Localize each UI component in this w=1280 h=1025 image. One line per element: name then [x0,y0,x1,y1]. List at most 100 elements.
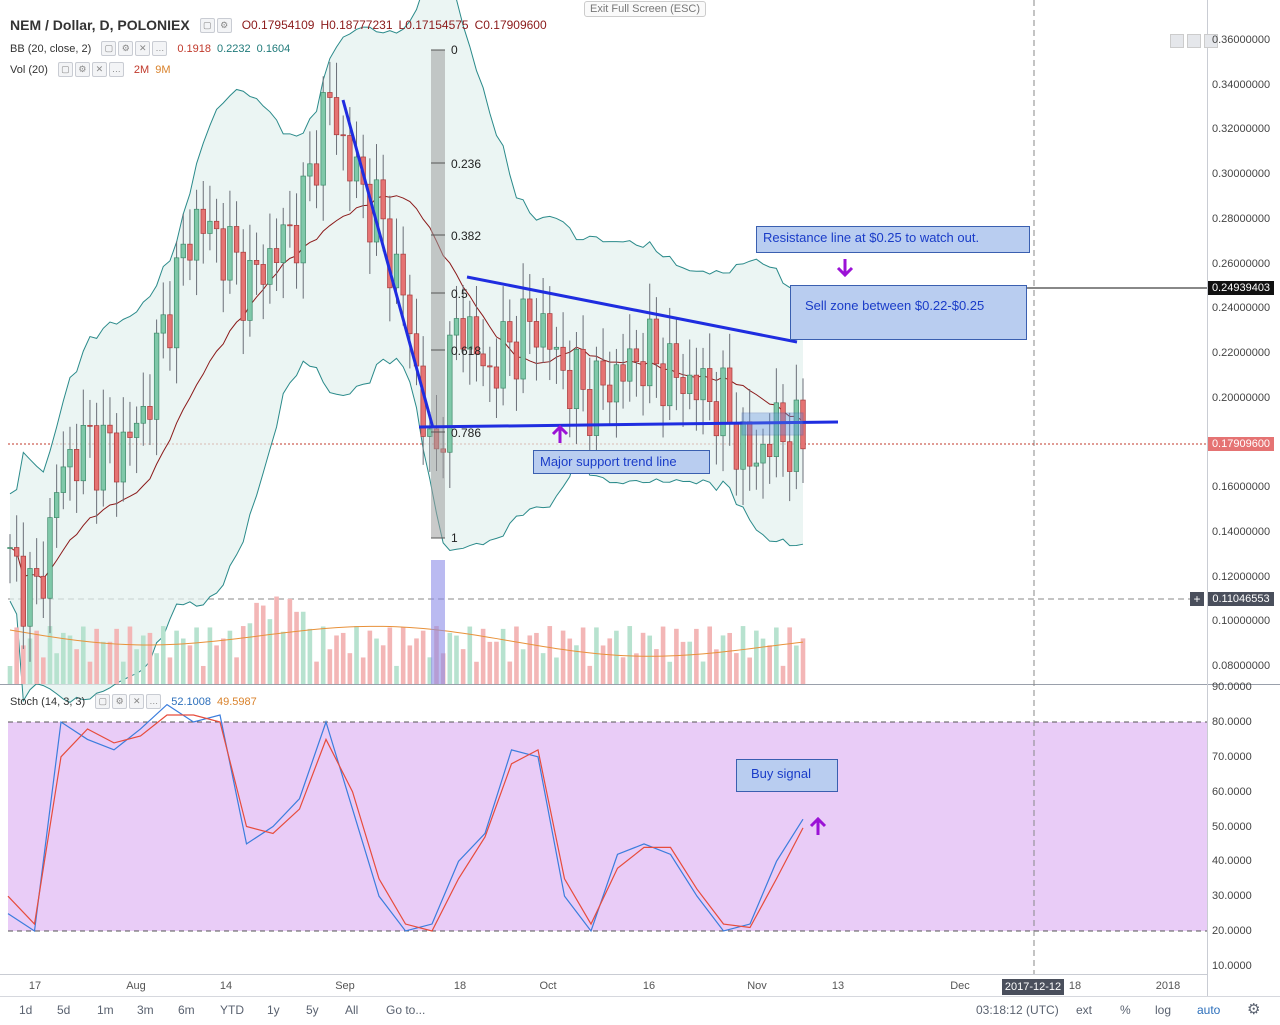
candle-body [307,163,313,177]
candle-body [273,248,280,263]
arrow-up-support [551,424,569,443]
range-1d[interactable]: 1d [19,1003,33,1017]
candle-body [280,224,286,263]
settings-gear-icon[interactable]: ⚙ [1247,1001,1261,1018]
ext-toggle[interactable]: ext [1076,1003,1093,1017]
volume-bar [454,635,459,684]
volume-bar [134,649,139,684]
goto-button[interactable]: Go to... [386,1003,426,1017]
range-3m[interactable]: 3m [137,1003,154,1017]
volume-bar [400,627,406,684]
range-1m[interactable]: 1m [97,1003,114,1017]
candle-body [667,343,673,407]
volume-bar [220,638,226,684]
volume-bar [594,627,599,684]
volume-bar [41,657,46,684]
price-tick: 0.10000000 [1212,615,1271,628]
volume-bar [347,653,353,684]
price-tick: 0.26000000 [1212,257,1271,270]
x-tick: Sep [335,980,355,992]
volume-bar [67,635,73,684]
candle-body [327,92,333,98]
symbol-legend-icons[interactable]: ▢ ⚙ [199,17,232,33]
x-tick: 14 [219,980,233,992]
ohlc-high: H0.18777231 [320,18,393,32]
candle-body [247,260,253,321]
candle-body [340,134,346,137]
volume-bar [374,638,379,684]
volume-bar [667,661,673,684]
volume-bar [634,653,639,684]
candle-body [220,228,226,281]
demand-zone [741,412,804,436]
volume-bar [620,657,626,684]
range-5y[interactable]: 5y [306,1003,319,1017]
candle-body [287,224,293,227]
stoch-tick: 80.0000 [1212,716,1252,728]
volume-bar [380,645,386,684]
support-note[interactable]: Major support trend line [533,450,710,474]
bb-legend-icons[interactable]: ▢ ⚙ ✕… [101,41,168,56]
candle-body [40,575,46,599]
candle-body [720,367,726,437]
range-all[interactable]: All [345,1003,359,1017]
volume-bar [180,638,186,684]
candles [7,61,806,662]
stoch-legend-icons[interactable]: ▢ ⚙ ✕… [95,694,162,709]
candle-body [387,218,393,289]
stoch-tick: 70.0000 [1212,750,1252,763]
percent-toggle[interactable]: % [1120,1003,1131,1017]
volume-bar [754,630,759,684]
candle-body [513,341,520,380]
pane-maximize-icon [1204,34,1218,48]
ohlc-low: L0.17154575 [398,18,469,32]
stoch-k-line [7,703,804,933]
x-tick: 17 [28,980,42,992]
candle-body [14,547,20,557]
candle-body [580,348,586,390]
exit-fullscreen-button[interactable]: Exit Full Screen (ESC) [584,1,707,17]
volume-bar [394,665,399,684]
candle-body [153,332,160,420]
volume-bar [254,602,259,684]
candle-body [53,492,60,518]
volume-bar [367,630,373,684]
candle-body [300,175,306,264]
volume-bar [287,598,293,684]
fib-label-0: 0 [451,43,458,57]
volume-bars [7,596,806,684]
range-ytd[interactable]: YTD [220,1003,244,1017]
candle-body [540,313,546,348]
range-1y[interactable]: 1y [267,1003,280,1017]
bb-legend: BB (20, close, 2) ▢ ⚙ ✕… 0.1918 0.2232 0.1… [10,41,290,56]
vol-legend-icons[interactable]: ▢ ⚙ ✕… [57,62,124,77]
add-alert-icon[interactable]: + [1190,592,1204,606]
volume-bar [214,645,219,684]
volume-bar [21,645,26,684]
candle-body [527,298,533,322]
sell-zone-note[interactable]: Sell zone between $0.22-$0.25 [790,285,1027,340]
log-toggle[interactable]: log [1155,1003,1172,1017]
buy-signal-note[interactable]: Buy signal [736,759,838,792]
candle-body [267,248,273,285]
range-6m[interactable]: 6m [178,1003,195,1017]
volume-bar [167,657,173,684]
x-tick: 13 [831,980,845,992]
volume-bar [567,638,573,684]
candle-body [553,346,560,350]
volume-bar [61,632,66,684]
volume-bar [687,641,693,684]
candle-body [87,424,93,427]
volume-bar [674,628,679,684]
volume-bar [740,626,746,684]
candle-body [193,208,200,261]
resistance-note[interactable]: Resistance line at $0.25 to watch out. [756,226,1030,253]
auto-toggle[interactable]: auto [1197,1003,1221,1017]
fib-volume-highlight [431,560,445,684]
range-5d[interactable]: 5d [57,1003,71,1017]
pane-controls[interactable] [1170,34,1218,48]
fib-label-05: 0.5 [451,287,468,301]
volume-bar [7,666,13,684]
candle-body [333,97,340,136]
